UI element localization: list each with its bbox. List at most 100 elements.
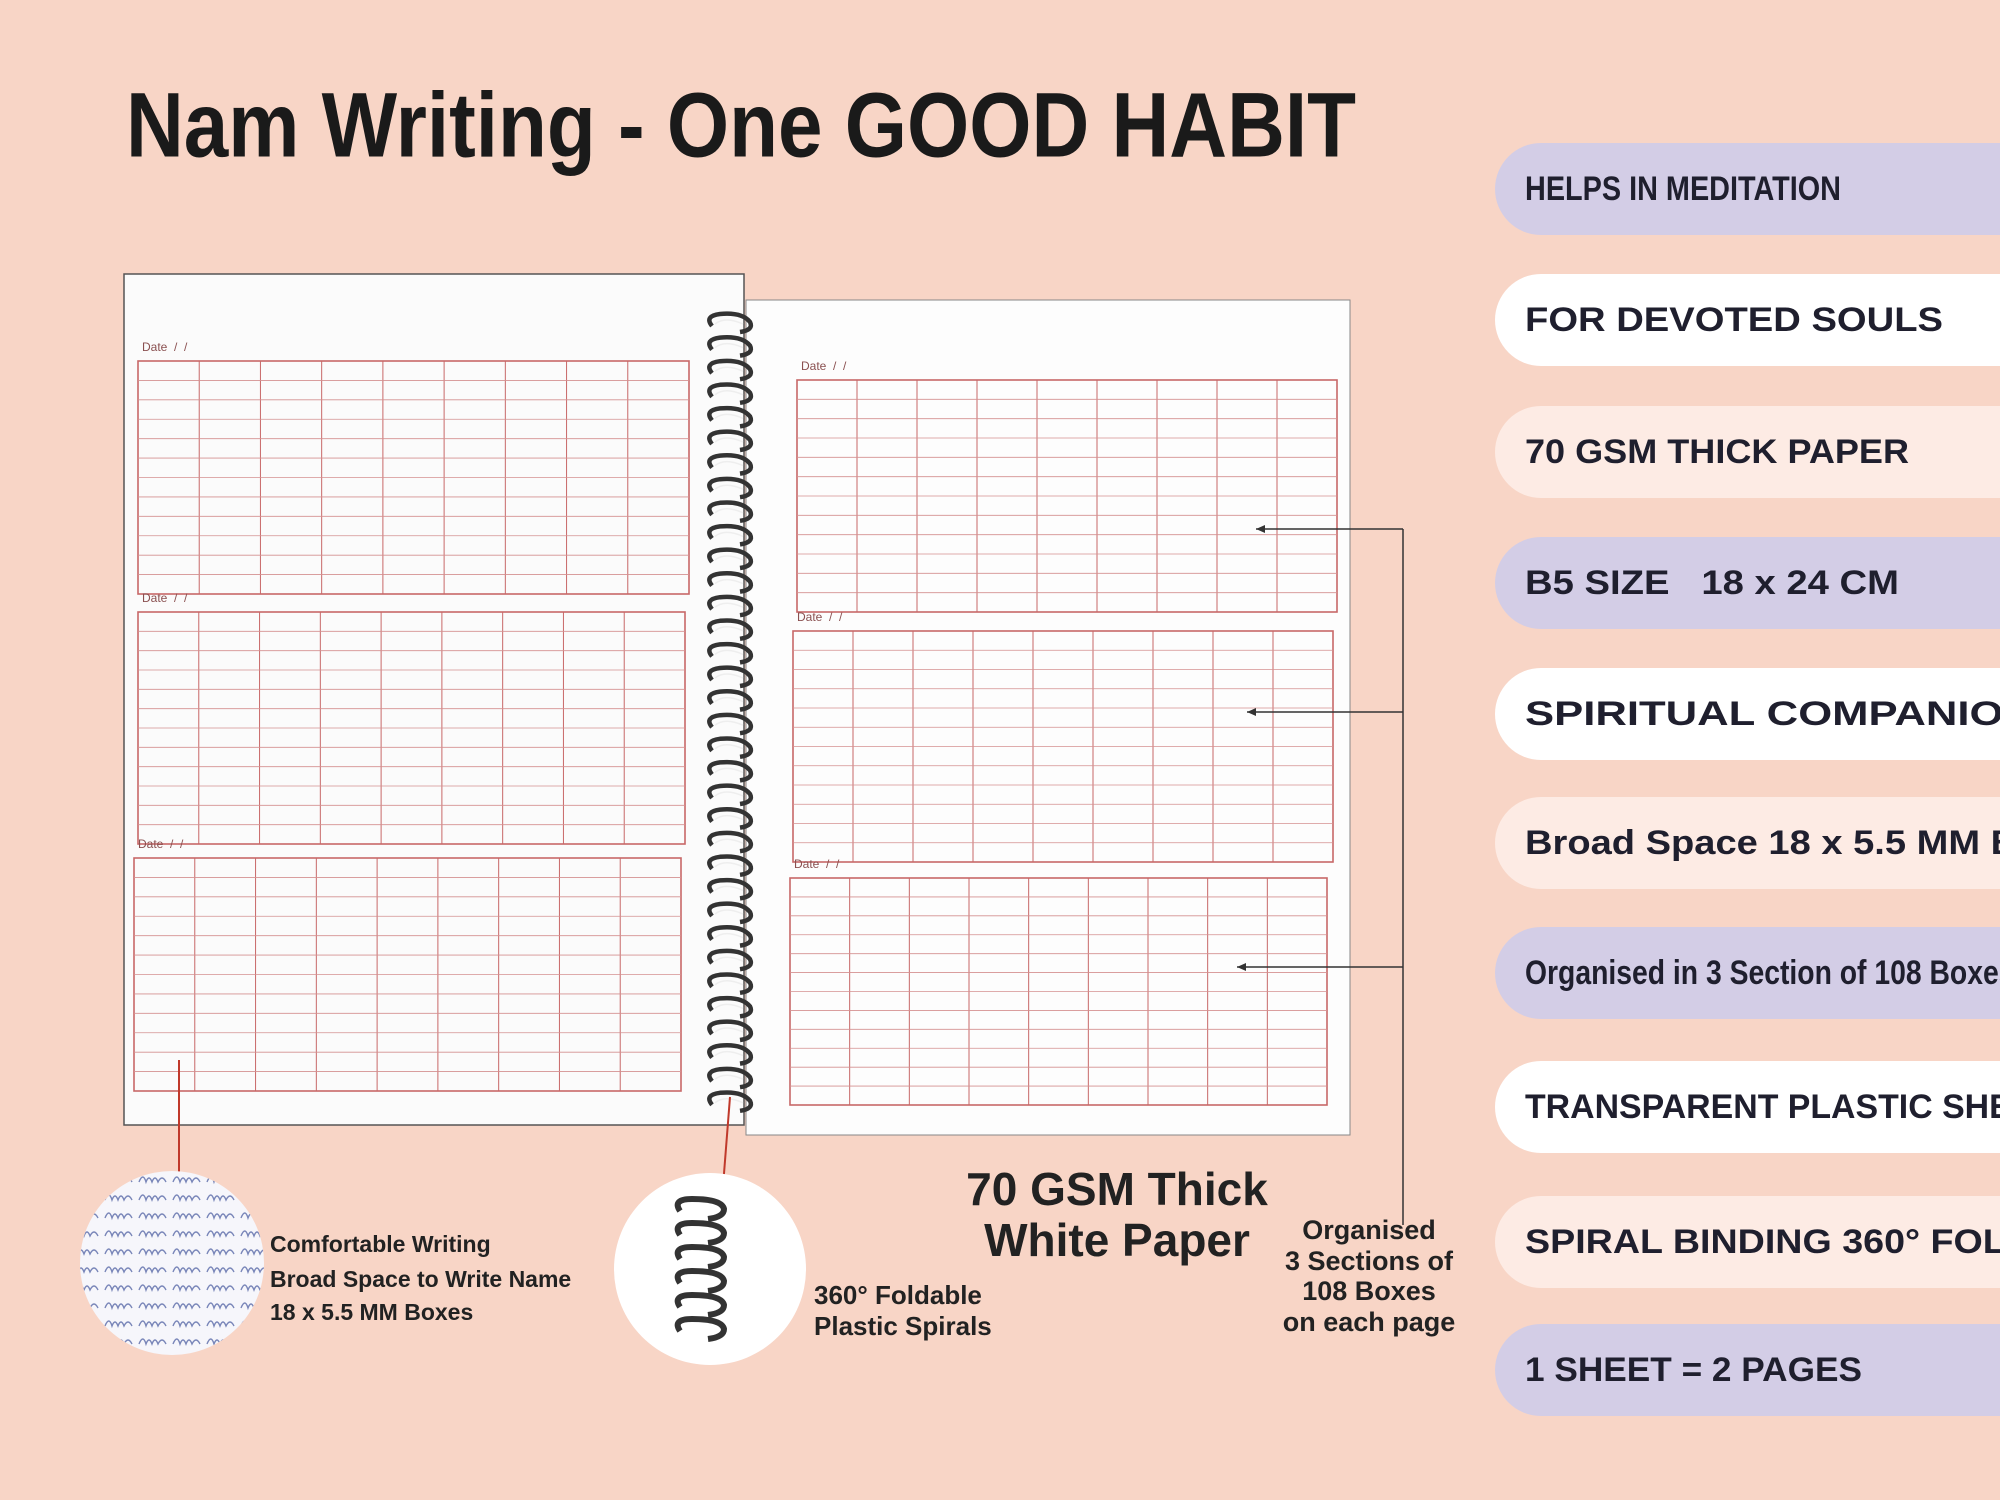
spiral-coil-highlight	[714, 578, 744, 585]
spiral-coil	[707, 453, 754, 476]
spiral-coil-highlight	[714, 1003, 744, 1010]
spiral-coil-highlight	[714, 460, 744, 467]
feature-pill	[1495, 1324, 2000, 1416]
right-page	[745, 299, 1351, 1136]
feature-text: TRANSPARENT PLASTIC SHEET	[1525, 1088, 2000, 1126]
spiral-coil-highlight	[714, 909, 744, 915]
feature-text: SPIRITUAL COMPANION	[1525, 695, 2000, 733]
spiral-coil	[707, 689, 754, 712]
callout-text: 3 Sections of	[1285, 1246, 1454, 1276]
spiral-coil	[707, 854, 754, 878]
spiral-coil-highlight	[714, 602, 744, 608]
callout-text: Plastic Spirals	[814, 1311, 992, 1341]
spiral-coil-highlight	[714, 626, 744, 632]
spiral-coil	[707, 901, 754, 925]
feature-pill	[1495, 1196, 2000, 1288]
spiral-coil	[707, 641, 754, 665]
callout-text: 360° Foldable	[814, 1280, 982, 1310]
spiral-coil	[707, 925, 754, 948]
left-page	[123, 273, 745, 1126]
feature-text: 1 SHEET = 2 PAGES	[1525, 1351, 1862, 1389]
writing-sample-text	[80, 1171, 264, 1355]
callout-text: Comfortable Writing	[270, 1231, 491, 1257]
spiral-coil	[707, 1066, 754, 1090]
spiral-coil-highlight	[714, 814, 744, 821]
spiral-coil-highlight	[714, 413, 744, 420]
feature-pill	[1495, 143, 2000, 235]
spiral-coil	[707, 523, 754, 547]
spiral-coil-highlight	[714, 838, 744, 844]
spiral-sample-coil	[674, 1267, 728, 1294]
callout-text: Broad Space to Write Name	[270, 1266, 571, 1292]
spiral-coil	[707, 807, 754, 830]
feature-pill	[1495, 668, 2000, 760]
date-label: Date / /	[801, 359, 847, 373]
feature-text: 70 GSM THICK PAPER	[1525, 433, 1909, 471]
spiral-coil	[707, 429, 754, 453]
spiral-coil	[707, 335, 754, 358]
callout-text: White Paper	[984, 1214, 1250, 1266]
callout-text: 108 Boxes	[1302, 1276, 1436, 1306]
arrow-head	[1237, 963, 1246, 971]
spiral-coil-highlight	[714, 744, 744, 750]
feature-pill	[1495, 537, 2000, 629]
spiral-coil	[707, 571, 754, 594]
feature-pill	[1495, 406, 2000, 498]
spiral-coil	[707, 972, 754, 996]
spiral-sample-coil	[674, 1243, 728, 1270]
spiral-coil-highlight	[714, 1074, 744, 1080]
spiral-coil	[707, 830, 754, 854]
feature-text: B5 SIZE 18 x 24 CM	[1525, 564, 1899, 602]
feature-pill	[1495, 274, 2000, 366]
spiral-coil-highlight	[714, 791, 744, 797]
spiral-sample-coil	[674, 1219, 728, 1246]
feature-pill	[1495, 797, 2000, 889]
spiral-coil	[707, 948, 754, 972]
spiral-coil-highlight	[714, 342, 744, 349]
feature-text: HELPS IN MEDITATION	[1525, 170, 1841, 208]
spiral-coil-highlight	[714, 1098, 744, 1104]
spiral-coil	[707, 736, 754, 760]
spiral-coil-highlight	[714, 673, 744, 679]
date-label: Date / /	[142, 591, 188, 605]
arrow-head	[1256, 525, 1265, 533]
title: Nam Writing - One GOOD HABIT	[126, 74, 1356, 176]
spiral-coil	[707, 311, 754, 335]
spiral-coil-highlight	[714, 1027, 744, 1033]
spiral-sample-coil	[674, 1315, 728, 1342]
feature-text: FOR DEVOTED SOULS	[1525, 301, 1943, 339]
arrow-head	[1247, 708, 1256, 716]
feature-text: Organised in 3 Section of 108 Boxes Each	[1525, 954, 2000, 992]
spiral-coil-highlight	[714, 885, 744, 892]
date-label: Date / /	[797, 610, 843, 624]
spiral-sample-coil	[674, 1291, 728, 1318]
callout-text: 70 GSM Thick	[966, 1163, 1268, 1215]
spiral-coil	[707, 358, 754, 382]
spiral-coil	[707, 783, 754, 807]
spiral-coil-highlight	[714, 1050, 744, 1057]
spiral-coil	[707, 1090, 754, 1114]
spiral-coil-highlight	[714, 980, 744, 986]
date-label: Date / /	[138, 837, 184, 851]
spiral-coil	[707, 382, 754, 406]
spiral-coil-highlight	[714, 696, 744, 703]
feature-text: SPIRAL BINDING 360° FOLD	[1525, 1223, 2000, 1261]
spiral-coil	[707, 594, 754, 618]
feature-pill	[1495, 1061, 2000, 1153]
spiral-coil	[707, 618, 754, 642]
spiral-coil-highlight	[714, 767, 744, 774]
spiral-coil-highlight	[714, 437, 744, 443]
spiral-coil-highlight	[714, 862, 744, 868]
spiral-coil	[707, 476, 754, 500]
spiral-coil-highlight	[714, 956, 744, 962]
spiral-coil-highlight	[714, 555, 744, 561]
date-label: Date / /	[142, 340, 188, 354]
spiral-coil-highlight	[714, 649, 744, 656]
spiral-sample-coil	[674, 1195, 728, 1222]
callout-text: 18 x 5.5 MM Boxes	[270, 1299, 473, 1325]
spiral-coil	[707, 759, 754, 783]
spiral-coil-highlight	[714, 932, 744, 939]
spiral-coil	[707, 877, 754, 901]
spiral-coil	[707, 665, 754, 689]
